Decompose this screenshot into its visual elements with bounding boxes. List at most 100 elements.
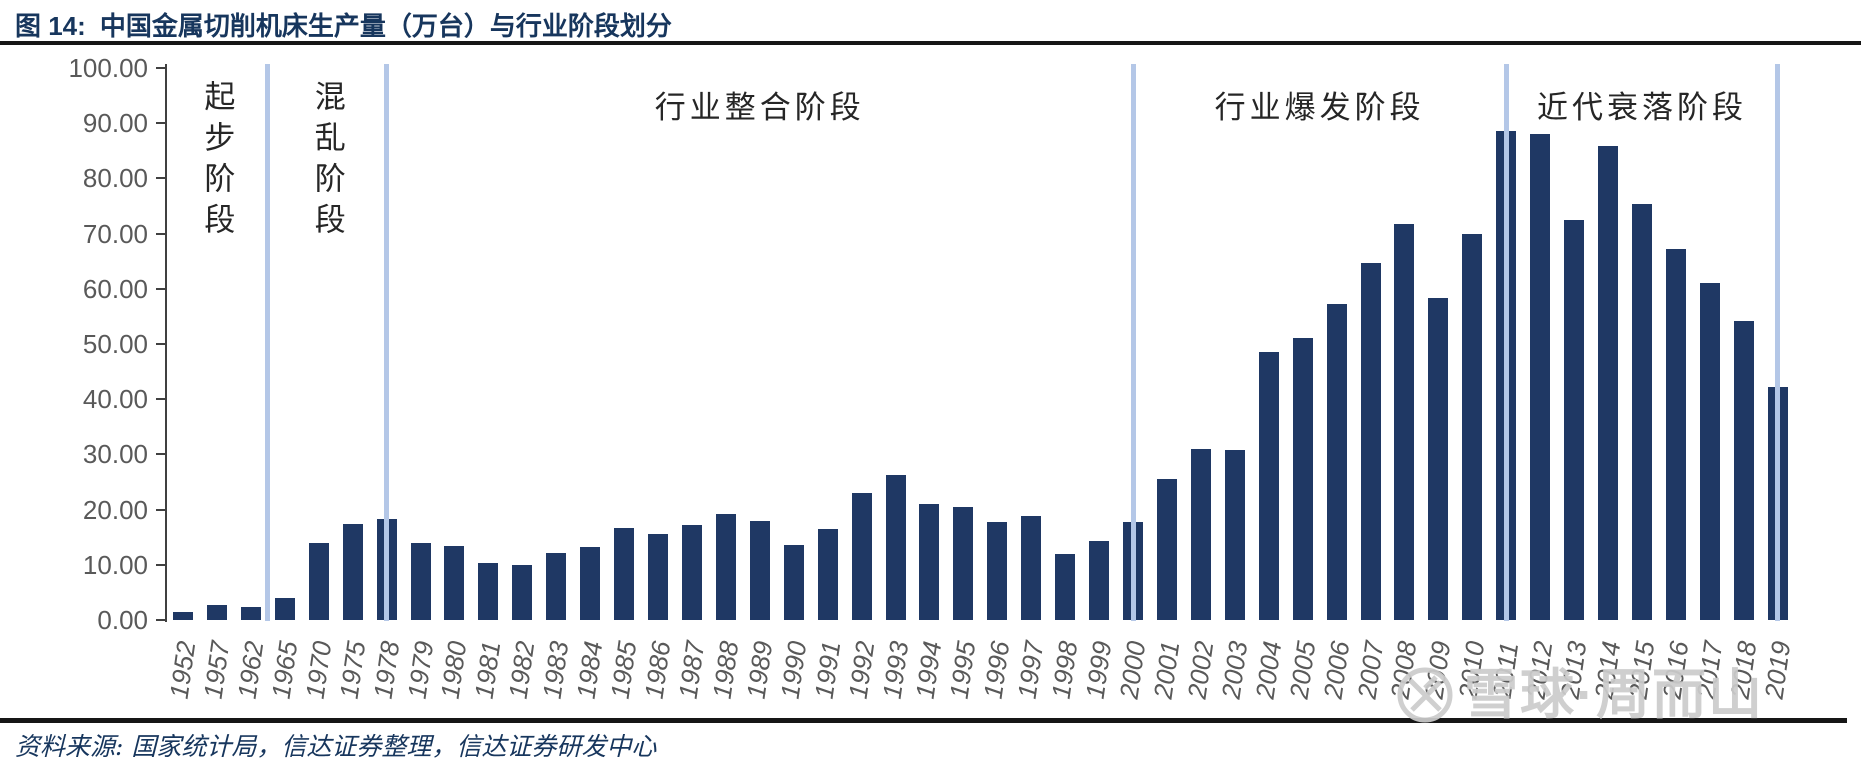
y-axis-tick [156, 122, 166, 125]
phase-label-1: 起步阶段 [199, 80, 235, 244]
y-axis-tick [156, 563, 166, 566]
bar-1986 [648, 533, 669, 620]
bar-2009 [1428, 297, 1449, 620]
x-axis-label-1981: 1981 [468, 639, 507, 701]
bar-2002 [1190, 448, 1211, 620]
x-axis-label-2019: 2019 [1758, 639, 1797, 701]
bar-2012 [1530, 134, 1551, 620]
x-axis-label-1987: 1987 [672, 639, 711, 701]
x-axis-label-1994: 1994 [910, 639, 948, 701]
x-axis-label-1978: 1978 [367, 639, 405, 701]
y-axis-label: 20.00 [82, 494, 148, 525]
y-axis-tick [156, 398, 166, 401]
watermark-text: 雪球·周而山 [1464, 665, 1764, 725]
bar-1995 [953, 507, 974, 620]
bar-2015 [1631, 203, 1652, 620]
bar-2005 [1292, 338, 1313, 620]
bar-2016 [1665, 248, 1686, 620]
y-axis-label: 30.00 [82, 439, 148, 470]
bar-1965 [274, 598, 295, 620]
bar-1952 [173, 612, 193, 620]
y-axis-tick [156, 67, 166, 69]
bar-2014 [1598, 146, 1619, 620]
x-axis-label-1998: 1998 [1045, 639, 1084, 701]
xueqiu-snowball-logo-icon [1397, 667, 1453, 723]
bar-2010 [1462, 234, 1483, 620]
x-axis-label-1997: 1997 [1011, 639, 1050, 701]
bar-2001 [1156, 478, 1177, 620]
x-axis-label-2001: 2001 [1147, 639, 1186, 701]
phase-divider-line-2 [384, 64, 390, 621]
bar-1993 [885, 475, 906, 620]
x-axis-label-1990: 1990 [774, 639, 813, 701]
y-axis-label: 80.00 [82, 163, 148, 194]
bar-1984 [580, 546, 601, 620]
y-axis-label: 50.00 [82, 329, 148, 359]
bar-2004 [1258, 351, 1279, 620]
bar-1996 [987, 521, 1008, 620]
y-axis-tick [156, 177, 166, 180]
x-axis-label-1965: 1965 [265, 639, 304, 701]
x-axis-label-1979: 1979 [401, 639, 439, 701]
figure-title-text: 中国金属切削机床生产量（万台）与行业阶段划分 [99, 11, 672, 41]
phase-label-2: 混乱阶段 [309, 80, 345, 244]
bar-1981 [478, 563, 499, 620]
x-axis-label-1957: 1957 [197, 639, 236, 701]
y-axis-label: 0.00 [97, 605, 148, 635]
bar-2018 [1733, 320, 1754, 620]
x-axis-label-1985: 1985 [604, 639, 643, 701]
x-axis-label-1952: 1952 [163, 639, 202, 701]
y-axis-label: 10.00 [82, 549, 148, 580]
bottom-rule [0, 718, 1847, 723]
bar-1975 [342, 523, 363, 620]
x-axis-label-1995: 1995 [944, 639, 982, 701]
x-axis-label-2002: 2002 [1181, 639, 1220, 701]
bar-1983 [546, 553, 567, 620]
x-axis-label-1993: 1993 [876, 639, 914, 701]
bar-2007 [1360, 263, 1381, 620]
x-axis-label-1996: 1996 [977, 639, 1016, 701]
y-axis-line [165, 64, 167, 622]
bar-1997 [1021, 516, 1042, 620]
x-axis-label-1988: 1988 [706, 639, 745, 701]
x-axis-label-1999: 1999 [1079, 639, 1118, 701]
y-axis-label: 70.00 [82, 218, 148, 249]
bar-1979 [410, 542, 431, 620]
bar-1992 [851, 493, 872, 620]
watermark: 雪球·周而山 [1396, 666, 1764, 724]
x-axis-label-1992: 1992 [842, 639, 880, 701]
source-note: 资料来源: 国家统计局，信达证券整理，信达证券研发中心 [15, 732, 657, 758]
bar-1985 [614, 527, 635, 620]
bar-2006 [1326, 303, 1347, 620]
y-axis-label: 40.00 [82, 384, 148, 415]
phase-label-4: 行业爆发阶段 [1214, 90, 1425, 125]
bar-1957 [206, 604, 227, 620]
bar-1962 [240, 607, 261, 620]
phase-divider-line-5 [1775, 64, 1781, 621]
x-axis-label-2003: 2003 [1215, 639, 1254, 701]
phase-label-5: 近代衰落阶段 [1536, 90, 1747, 125]
x-axis-label-1991: 1991 [808, 639, 847, 701]
title-rule [0, 41, 1861, 45]
y-axis-tick [156, 453, 166, 456]
x-axis-label-1986: 1986 [638, 639, 677, 701]
phase-label-3: 行业整合阶段 [654, 90, 865, 125]
bar-1999 [1089, 540, 1110, 620]
y-axis-tick [156, 343, 166, 345]
x-axis-label-1989: 1989 [740, 639, 779, 701]
x-axis-label-1980: 1980 [435, 639, 473, 701]
bar-1982 [512, 564, 533, 620]
bar-1989 [749, 520, 770, 620]
x-axis-label-1975: 1975 [333, 639, 372, 701]
figure-title: 图 14: 中国金属切削机床生产量（万台）与行业阶段划分 [15, 6, 672, 43]
x-axis-label-1962: 1962 [231, 639, 270, 701]
bar-1970 [308, 542, 329, 620]
bar-1994 [919, 504, 940, 620]
x-axis-label-1983: 1983 [536, 639, 575, 701]
x-axis-label-1982: 1982 [502, 639, 541, 701]
bar-1990 [783, 545, 804, 620]
x-axis-label-1984: 1984 [570, 639, 609, 701]
bar-1991 [817, 528, 838, 620]
bar-2017 [1699, 283, 1720, 620]
